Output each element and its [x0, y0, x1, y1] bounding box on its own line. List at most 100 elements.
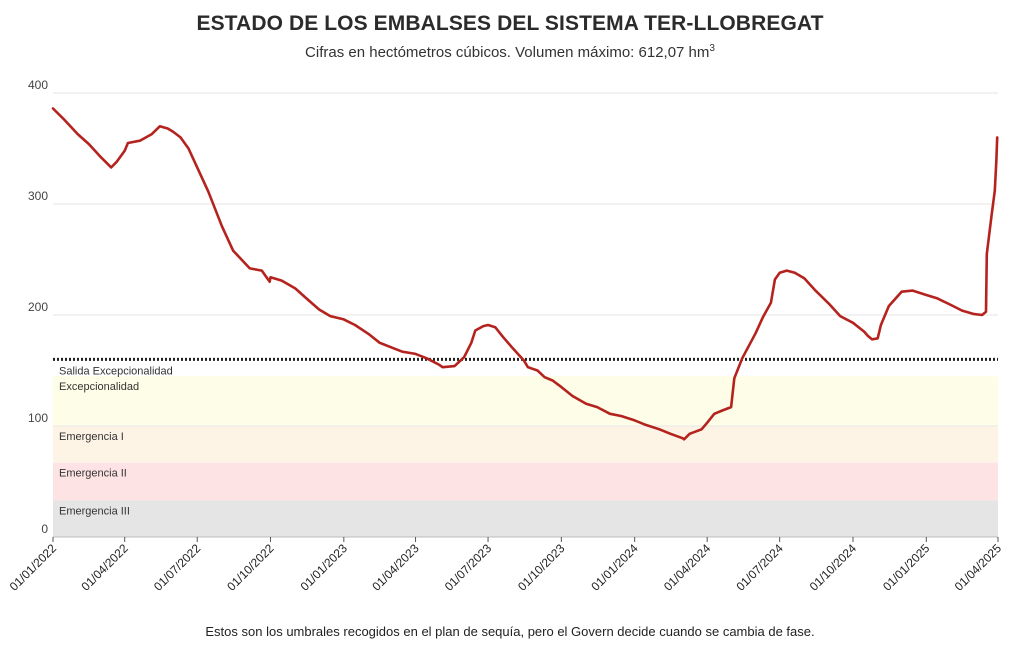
zone-label-emergencia-ii: Emergencia II	[59, 468, 127, 480]
data-point	[245, 264, 248, 266]
subtitle-text: Cifras en hectómetros cúbicos. Volumen m…	[305, 44, 710, 61]
data-point	[681, 437, 684, 440]
x-axis: 01/01/2022 01/04/2022 01/07/2022 01/10/2022…	[7, 536, 1004, 594]
x-tick-label: 01/10/2022	[224, 541, 277, 594]
x-tick-label: 01/07/2024	[733, 541, 786, 594]
data-point	[794, 272, 796, 274]
data-point	[414, 353, 417, 355]
data-point	[512, 347, 514, 350]
data-point	[294, 287, 297, 290]
data-point	[828, 303, 830, 305]
data-point	[700, 428, 703, 431]
data-point	[441, 366, 444, 369]
data-point	[961, 309, 963, 312]
data-point	[986, 253, 988, 255]
x-tick-label: 01/10/2024	[807, 541, 860, 594]
data-point	[438, 364, 441, 366]
data-point	[367, 333, 370, 335]
data-point	[880, 324, 882, 326]
data-point	[936, 297, 939, 300]
data-point	[786, 269, 788, 272]
data-point	[888, 305, 890, 307]
data-point	[669, 433, 672, 435]
y-tick-label-400: 400	[28, 78, 48, 92]
data-point	[876, 337, 879, 340]
threshold-zones: Emergencia III Emergencia II Emergencia I E…	[53, 376, 998, 537]
data-point	[560, 386, 563, 388]
data-point	[733, 377, 736, 380]
data-point	[972, 313, 975, 315]
chart-title: ESTADO DE LOS EMBALSES DEL SISTEMA TER-L…	[196, 12, 824, 35]
x-tick-label: 01/01/2023	[298, 541, 351, 594]
data-point	[871, 338, 873, 341]
data-point	[755, 332, 757, 334]
data-point	[378, 342, 381, 344]
series-group	[51, 107, 999, 441]
data-point	[609, 413, 611, 415]
data-point	[115, 161, 118, 163]
data-point	[354, 324, 356, 326]
data-point	[110, 166, 112, 169]
data-point	[390, 346, 392, 349]
x-tick-label: 01/01/2025	[880, 541, 933, 594]
data-point	[474, 329, 477, 332]
data-point	[585, 403, 587, 405]
data-point	[502, 336, 505, 339]
data-point	[139, 139, 141, 142]
data-point	[425, 357, 428, 360]
x-tick-label: 01/10/2023	[515, 541, 568, 594]
data-point	[487, 324, 489, 326]
data-point	[551, 379, 554, 382]
x-tick-label: 01/07/2022	[151, 541, 204, 594]
data-point	[172, 131, 175, 133]
data-point	[166, 127, 169, 130]
data-point	[985, 310, 987, 313]
data-point	[196, 166, 198, 169]
data-point	[123, 149, 126, 152]
y-tick-label-300: 300	[28, 189, 48, 203]
data-point	[911, 289, 914, 292]
data-point	[470, 342, 473, 344]
data-point	[127, 142, 129, 144]
x-tick-label: 01/01/2022	[7, 541, 60, 594]
zone-emergencia-iii	[53, 500, 998, 537]
data-point	[76, 133, 79, 135]
data-point	[52, 107, 54, 110]
zone-label-excepcionalidad: Excepcionalidad	[59, 381, 139, 393]
data-point	[571, 395, 574, 397]
data-point	[159, 125, 161, 128]
data-point	[730, 406, 732, 408]
data-point	[99, 155, 101, 158]
data-point	[995, 158, 998, 161]
chart-subtitle: Cifras en hectómetros cúbicos. Volumen m…	[0, 43, 1020, 61]
data-point	[713, 413, 716, 415]
data-point	[741, 357, 743, 360]
data-point	[494, 326, 497, 329]
data-point	[482, 325, 485, 327]
data-point	[688, 433, 691, 435]
data-point	[527, 366, 529, 369]
data-point	[453, 365, 456, 367]
zone-label-emergencia-iii: Emergencia III	[59, 505, 130, 517]
data-point	[88, 143, 90, 145]
data-point	[536, 369, 539, 372]
subtitle-superscript: 3	[709, 43, 715, 54]
data-point	[232, 249, 234, 252]
x-tick-label: 01/04/2024	[661, 541, 714, 594]
data-point	[900, 290, 903, 293]
data-point	[950, 304, 952, 306]
x-tick-label: 01/07/2023	[442, 541, 495, 594]
x-tick-label: 01/04/2023	[369, 541, 422, 594]
zone-label-emergencia-i: Emergencia I	[59, 431, 124, 443]
data-point	[261, 269, 263, 272]
data-point	[774, 278, 776, 281]
zone-emergencia-i	[53, 426, 998, 463]
zone-excepcionalidad	[53, 376, 998, 426]
data-point	[318, 308, 320, 311]
y-tick-label-100: 100	[28, 411, 48, 425]
threshold-line-group: Salida Excepcionalidad	[53, 357, 998, 377]
data-point	[269, 276, 272, 279]
data-point	[305, 297, 308, 300]
chart-footnote: Estos son los umbrales recogidos en el p…	[205, 624, 815, 639]
data-point	[221, 225, 223, 227]
